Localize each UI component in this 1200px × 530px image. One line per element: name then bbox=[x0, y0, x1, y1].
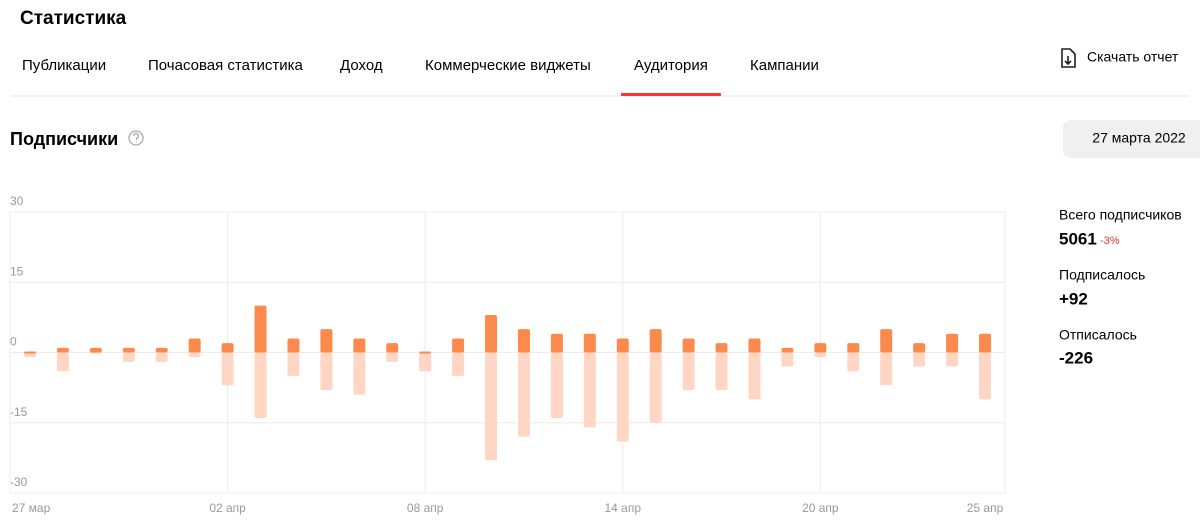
bar bbox=[287, 338, 300, 353]
bar bbox=[386, 343, 399, 353]
bar bbox=[979, 333, 991, 353]
bar bbox=[814, 352, 827, 358]
bar bbox=[616, 352, 629, 442]
bar bbox=[946, 352, 959, 367]
bar bbox=[946, 333, 959, 353]
tab[interactable]: Публикации bbox=[22, 57, 106, 74]
date-label[interactable]: 27 марта 2022 bbox=[1092, 130, 1186, 146]
subscribed-label: Подписалось bbox=[1059, 267, 1145, 283]
bar bbox=[847, 343, 860, 353]
tab[interactable]: Кампании bbox=[750, 57, 819, 74]
total-value: 5061 bbox=[1059, 229, 1097, 248]
date-picker[interactable]: 27 марта 2022 bbox=[1063, 120, 1200, 158]
bar bbox=[419, 352, 432, 372]
bar bbox=[56, 352, 69, 372]
bar bbox=[287, 352, 300, 376]
bar bbox=[155, 352, 168, 362]
bar bbox=[221, 352, 234, 386]
bar bbox=[880, 352, 893, 386]
unsubscribed-label: Отписалось bbox=[1059, 327, 1137, 343]
bar bbox=[781, 352, 794, 367]
bar bbox=[386, 352, 399, 362]
total-change: -3% bbox=[1100, 235, 1120, 247]
bar bbox=[517, 352, 530, 437]
section-title: Подписчики bbox=[10, 129, 118, 149]
bar bbox=[748, 352, 761, 400]
bar bbox=[913, 352, 926, 367]
bar bbox=[715, 352, 728, 390]
bar bbox=[452, 338, 465, 353]
bar bbox=[320, 352, 333, 390]
bar bbox=[122, 352, 135, 362]
bar bbox=[814, 343, 827, 353]
total-label: Всего подписчиков bbox=[1059, 207, 1182, 223]
y-tick-label: 30 bbox=[10, 194, 24, 208]
bar bbox=[880, 329, 893, 353]
bar bbox=[353, 338, 366, 353]
bar bbox=[188, 338, 201, 353]
x-tick-label: 02 апр bbox=[209, 501, 246, 515]
bar bbox=[353, 352, 366, 395]
bar bbox=[320, 329, 333, 353]
download-button[interactable]: Скачать отчет bbox=[1061, 48, 1179, 68]
bar bbox=[550, 352, 563, 419]
bar bbox=[254, 305, 267, 353]
bar bbox=[485, 352, 498, 461]
bar bbox=[24, 351, 36, 354]
y-tick-label: 15 bbox=[10, 264, 24, 278]
unsubscribed-value: -226 bbox=[1059, 348, 1093, 367]
bar bbox=[419, 351, 432, 354]
bar bbox=[56, 347, 69, 353]
bar bbox=[452, 352, 465, 376]
y-tick-label: -30 bbox=[10, 475, 28, 489]
y-tick-label: -15 bbox=[10, 405, 28, 419]
bar bbox=[781, 347, 794, 353]
bar bbox=[616, 338, 629, 353]
bar bbox=[913, 343, 926, 353]
date-button[interactable] bbox=[1063, 120, 1200, 158]
bar bbox=[188, 352, 201, 358]
tab[interactable]: Аудитория bbox=[634, 57, 708, 74]
bar bbox=[24, 352, 36, 358]
x-tick-label: 25 апр bbox=[967, 501, 1004, 515]
bar bbox=[649, 329, 662, 353]
bar bbox=[583, 352, 596, 428]
tab[interactable]: Доход bbox=[340, 57, 383, 74]
bar bbox=[485, 315, 498, 353]
active-tab-underline bbox=[621, 93, 721, 96]
y-tick-label: 0 bbox=[10, 335, 17, 349]
help-icon[interactable] bbox=[128, 130, 144, 146]
x-tick-label: 20 апр bbox=[802, 501, 839, 515]
page-title: Статистика bbox=[20, 8, 127, 29]
bar bbox=[979, 352, 991, 400]
bar bbox=[715, 343, 728, 353]
bar bbox=[583, 333, 596, 353]
bar bbox=[122, 347, 135, 353]
help-circle bbox=[128, 130, 144, 146]
bar bbox=[254, 352, 267, 419]
bar bbox=[517, 329, 530, 353]
bar bbox=[649, 352, 662, 423]
bar bbox=[847, 352, 860, 372]
bar bbox=[550, 333, 563, 353]
bar bbox=[89, 347, 102, 353]
help-mark bbox=[132, 132, 140, 143]
bar bbox=[682, 338, 695, 353]
tab[interactable]: Коммерческие виджеты bbox=[425, 57, 591, 74]
bar bbox=[221, 343, 234, 353]
x-tick-label: 27 мар bbox=[12, 501, 51, 515]
download-icon bbox=[1061, 48, 1076, 68]
x-tick-label: 08 апр bbox=[407, 501, 444, 515]
subscribed-value: +92 bbox=[1059, 289, 1088, 308]
bar bbox=[748, 338, 761, 353]
x-tick-label: 14 апр bbox=[604, 501, 641, 515]
tab[interactable]: Почасовая статистика bbox=[148, 57, 303, 74]
bar bbox=[682, 352, 695, 390]
download-label[interactable]: Скачать отчет bbox=[1087, 49, 1179, 65]
bar bbox=[155, 347, 168, 353]
